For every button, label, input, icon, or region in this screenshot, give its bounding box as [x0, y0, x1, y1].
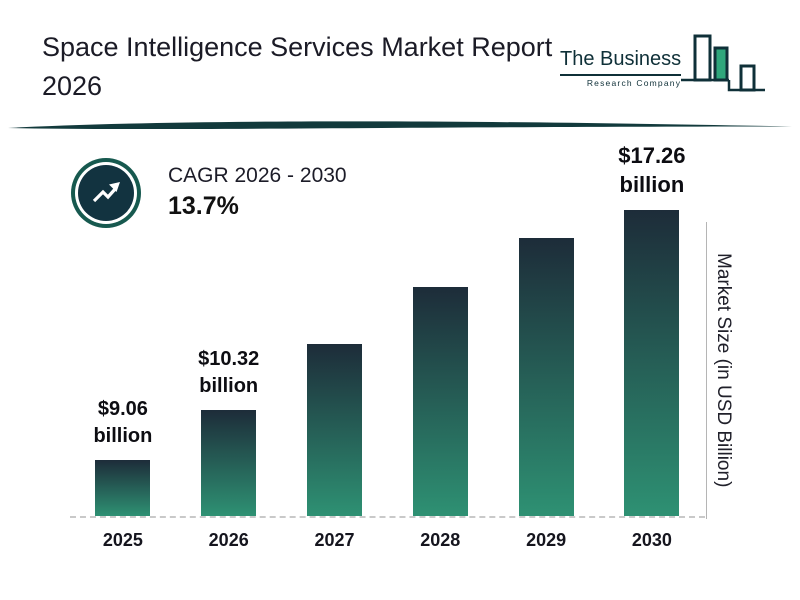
x-axis-label-2025: 2025 — [102, 530, 143, 550]
bar-chart: $9.06 billion $10.32 billion $17.26 billion — [70, 140, 705, 518]
x-axis-label-2027: 2027 — [314, 530, 355, 550]
bar-column-2026: $10.32 billion — [176, 346, 282, 516]
bar-column-2027 — [282, 344, 388, 516]
bar-value-label: $9.06 billion — [93, 398, 153, 447]
bar-column-2029 — [493, 238, 599, 516]
logo-company-subtitle: Research Company — [586, 78, 682, 88]
bar-value-label: $17.26 billion — [618, 142, 686, 198]
company-logo: The Business Research Company — [560, 28, 767, 102]
logo-bars-icon — [681, 34, 766, 92]
logo-text: The Business Research Company — [560, 48, 682, 102]
x-axis-label-2028: 2028 — [420, 530, 461, 550]
cagr-texts: CAGR 2026 - 2030 13.7% — [168, 162, 347, 224]
y-axis-label: Market Size (in USD Billion) — [713, 253, 734, 488]
bar-value-label: $10.32 billion — [198, 348, 260, 397]
divider-line — [8, 121, 792, 130]
bar-2026 — [201, 410, 257, 516]
cagr-period-label: CAGR 2026 - 2030 — [168, 164, 347, 187]
bar-column-2025: $9.06 billion — [70, 396, 176, 516]
y-axis-line — [706, 222, 707, 519]
bar-column-2030: $17.26 billion — [599, 141, 705, 516]
x-axis: 2025 2026 2027 2028 2029 2030 — [70, 530, 705, 551]
x-axis-label-2026: 2026 — [208, 530, 249, 550]
cagr-badge: CAGR 2026 - 2030 13.7% — [78, 162, 347, 224]
x-axis-label-2029: 2029 — [526, 530, 567, 550]
bar-2025 — [95, 460, 151, 516]
bar-column-2028 — [387, 287, 493, 516]
bar-2028 — [412, 287, 468, 516]
growth-arrow-icon — [78, 165, 134, 222]
bar-2027 — [306, 344, 362, 516]
x-axis-label-2030: 2030 — [631, 530, 672, 550]
cagr-value: 13.7% — [168, 192, 239, 221]
bar-2029 — [518, 238, 574, 516]
bar-2030 — [624, 210, 680, 516]
page-title: Space Intelligence Services Market Repor… — [42, 32, 553, 102]
logo-company-name: The Business — [560, 48, 682, 76]
